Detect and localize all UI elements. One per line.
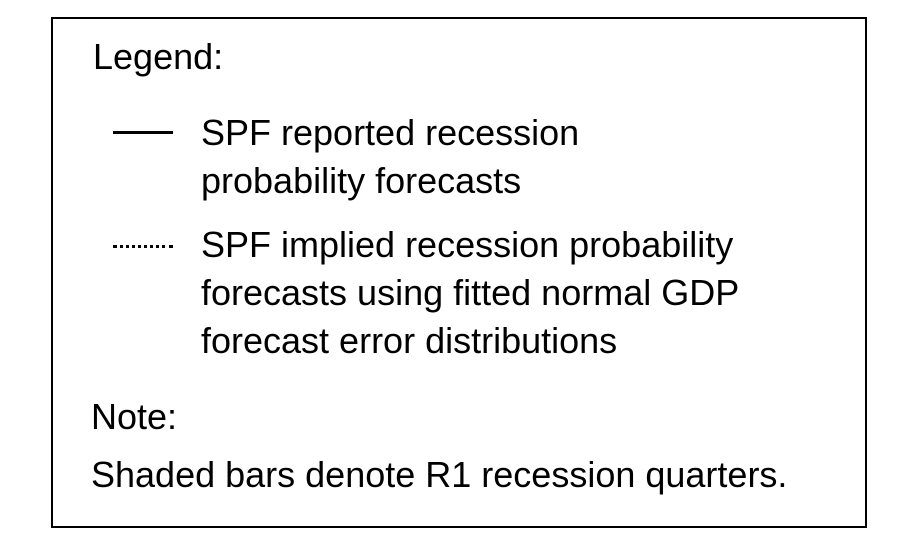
legend-entry-reported: SPF reported recession probability forec… [201,109,841,205]
legend-swatch-dotted-line [113,245,173,248]
note-text: Shaded bars denote R1 recession quarters… [91,454,788,495]
legend-box: Legend: SPF reported recession probabili… [51,17,867,528]
legend-entry-implied-line-3: forecast error distributions [201,320,618,361]
legend-entry-reported-line-1: SPF reported recession [201,112,580,153]
legend-entry-implied-line-2: forecasts using fitted normal GDP [201,272,740,313]
legend-entry-reported-line-2: probability forecasts [201,160,522,201]
legend-swatch-solid-line [113,131,173,134]
legend-entry-implied: SPF implied recession probability foreca… [201,221,841,365]
note-heading: Note: [91,396,178,437]
legend-entry-implied-line-1: SPF implied recession probability [201,224,734,265]
legend-heading: Legend: [93,36,224,77]
